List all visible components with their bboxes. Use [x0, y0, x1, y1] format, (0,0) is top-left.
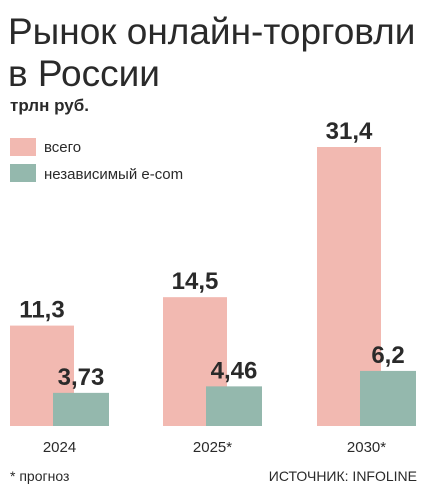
bar-independent-ecom-0 — [53, 392, 109, 426]
footnote: * прогноз — [10, 468, 69, 484]
chart-title-line-1: Рынок онлайн-торговли — [8, 11, 415, 52]
legend-label-independent-ecom: независимый e-com — [44, 166, 183, 183]
value-label-total-0: 11,3 — [19, 297, 64, 324]
bars-group: 11,3 3,73 2024 14,5 4,46 2025* 31,4 6,2 2030* — [10, 118, 416, 456]
value-label-independent-ecom-2: 6,2 — [371, 342, 404, 369]
legend-label-total: всего — [44, 139, 81, 156]
bar-independent-ecom-2 — [360, 370, 416, 426]
category-label-0: 2024 — [43, 439, 76, 456]
value-label-independent-ecom-0: 3,73 — [58, 364, 105, 391]
bar-independent-ecom-1 — [206, 386, 262, 426]
category-label-2: 2030* — [347, 439, 386, 456]
legend-swatch-total — [10, 138, 36, 156]
legend-swatch-independent-ecom — [10, 164, 36, 182]
unit-label: трлн руб. — [10, 96, 89, 115]
category-label-1: 2025* — [193, 439, 232, 456]
value-label-total-2: 31,4 — [326, 118, 373, 145]
chart-title-line-2: в России — [8, 53, 160, 94]
value-label-independent-ecom-1: 4,46 — [211, 357, 258, 384]
value-label-total-1: 14,5 — [172, 268, 219, 295]
source-note: ИСТОЧНИК: INFOLINE — [269, 468, 417, 484]
